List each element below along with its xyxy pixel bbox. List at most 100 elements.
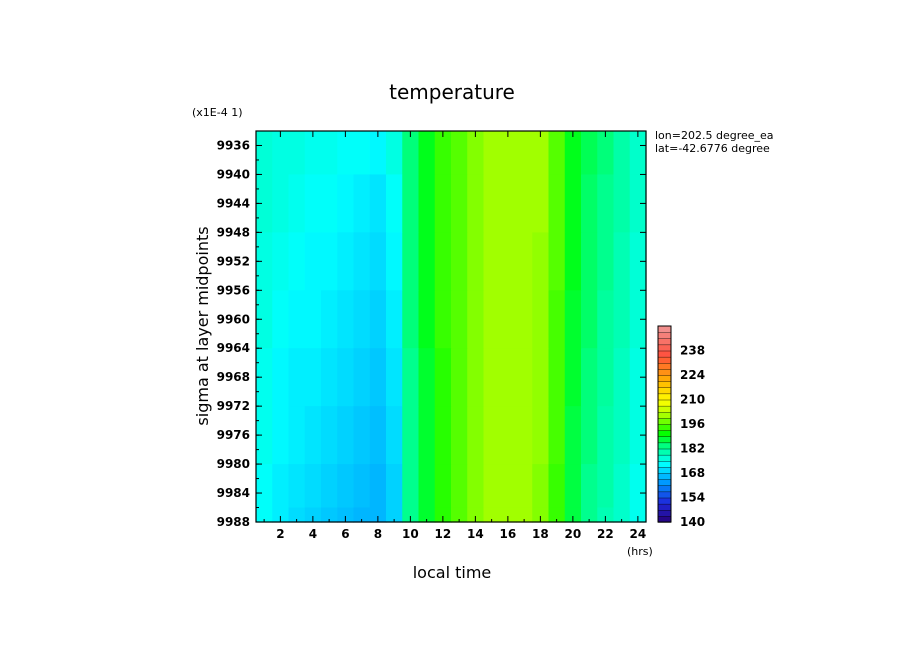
heatmap-cell [434, 232, 452, 291]
heatmap-cell [402, 406, 420, 465]
heatmap-cell [386, 507, 403, 523]
heatmap-cell [516, 406, 533, 465]
heatmap-cell [499, 348, 517, 407]
colorbar-segment [657, 466, 672, 474]
y-tick-label: 9980 [217, 457, 250, 471]
heatmap-cell [499, 174, 517, 233]
heatmap-cell [581, 290, 598, 349]
x-tick-label: 24 [630, 527, 647, 541]
heatmap-cell [564, 174, 582, 233]
heatmap-cell [581, 174, 598, 233]
heatmap-cell [581, 232, 598, 291]
heatmap-cell [386, 464, 403, 509]
heatmap-cell [386, 348, 403, 407]
heatmap-cell [597, 131, 615, 176]
heatmap-cell [272, 174, 290, 233]
colorbar-segment [657, 350, 672, 358]
heatmap-cell [629, 406, 647, 465]
heatmap-cell [256, 290, 273, 349]
heatmap-cell [418, 464, 436, 509]
heatmap-cell [434, 290, 452, 349]
colorbar-segment [657, 393, 672, 401]
heatmap-cell [369, 507, 387, 523]
heatmap-cell [321, 464, 338, 509]
heatmap-cell [532, 406, 550, 465]
colorbar-segment [657, 429, 672, 437]
heatmap-cell [304, 507, 322, 523]
heatmap-cell [597, 464, 615, 509]
heatmap-cell [516, 507, 533, 523]
x-unit-label: (hrs) [627, 545, 653, 558]
heatmap-cell [386, 131, 403, 176]
heatmap-cell [613, 507, 631, 523]
colorbar-frame [657, 325, 672, 523]
heatmap-cell [483, 348, 501, 407]
x-tick-label: 14 [467, 527, 484, 541]
heatmap-cell [272, 348, 290, 407]
heatmap-cell [321, 174, 338, 233]
heatmap-cell [516, 290, 533, 349]
heatmap-cell [451, 232, 468, 291]
heatmap-cell [532, 290, 550, 349]
y-tick-label: 9984 [217, 486, 250, 500]
heatmap-cell [288, 131, 306, 176]
heatmap-cell [369, 232, 387, 291]
heatmap-cell [629, 290, 647, 349]
heatmap-cell [532, 348, 550, 407]
heatmap-cell [304, 348, 322, 407]
colorbar-segment [657, 448, 672, 456]
heatmap-cell [321, 131, 338, 176]
x-tick-label: 6 [341, 527, 349, 541]
chart-title: temperature [389, 80, 515, 104]
heatmap-cell [613, 348, 631, 407]
heatmap-cell [418, 406, 436, 465]
colorbar-tick-label: 196 [680, 417, 705, 431]
heatmap-cell [467, 131, 485, 176]
heatmap-cell [597, 507, 615, 523]
heatmap-cell [418, 232, 436, 291]
heatmap-cell [499, 232, 517, 291]
heatmap-cell [629, 464, 647, 509]
heatmap-cell [451, 406, 468, 465]
heatmap-cell [451, 507, 468, 523]
colorbar-segment [657, 491, 672, 499]
heatmap-cell [613, 290, 631, 349]
heatmap-cell [467, 464, 485, 509]
heatmap-cell [467, 406, 485, 465]
heatmap-cell [337, 507, 355, 523]
y-tick-label: 9964 [217, 341, 250, 355]
heatmap-cell [304, 174, 322, 233]
heatmap-cell [337, 174, 355, 233]
colorbar-segment [657, 368, 672, 376]
heatmap-cell [532, 174, 550, 233]
heatmap-cell [304, 232, 322, 291]
heatmap-cell [288, 348, 306, 407]
heatmap-cell [353, 507, 371, 523]
colorbar-tick-label: 210 [680, 393, 705, 407]
heatmap-cell [564, 507, 582, 523]
heatmap-cell [321, 406, 338, 465]
heatmap-cell [256, 348, 273, 407]
heatmap-cell [516, 131, 533, 176]
y-tick-label: 9960 [217, 312, 250, 326]
heatmap-cell [613, 464, 631, 509]
colorbar-segment [657, 423, 672, 431]
heatmap-cell [581, 348, 598, 407]
heatmap-cell [402, 174, 420, 233]
y-tick-label: 9972 [217, 399, 250, 413]
heatmap-cell [581, 406, 598, 465]
colorbar-tick-label: 140 [680, 515, 705, 529]
heatmap-cell [256, 232, 273, 291]
heatmap-cell [353, 290, 371, 349]
heatmap-cell [467, 232, 485, 291]
heatmap-cell [288, 507, 306, 523]
colorbar-segment [657, 417, 672, 425]
y-axis: 9936 9940 9944 9948 9952 9956 9960 9964 9968 9972… [217, 130, 646, 529]
heatmap-cell [418, 290, 436, 349]
colorbar-segment [657, 411, 672, 419]
y-scale-note: (x1E-4 1) [192, 106, 243, 119]
x-tick-label: 20 [565, 527, 582, 541]
heatmap-cell [353, 131, 371, 176]
heatmap-cell [369, 290, 387, 349]
